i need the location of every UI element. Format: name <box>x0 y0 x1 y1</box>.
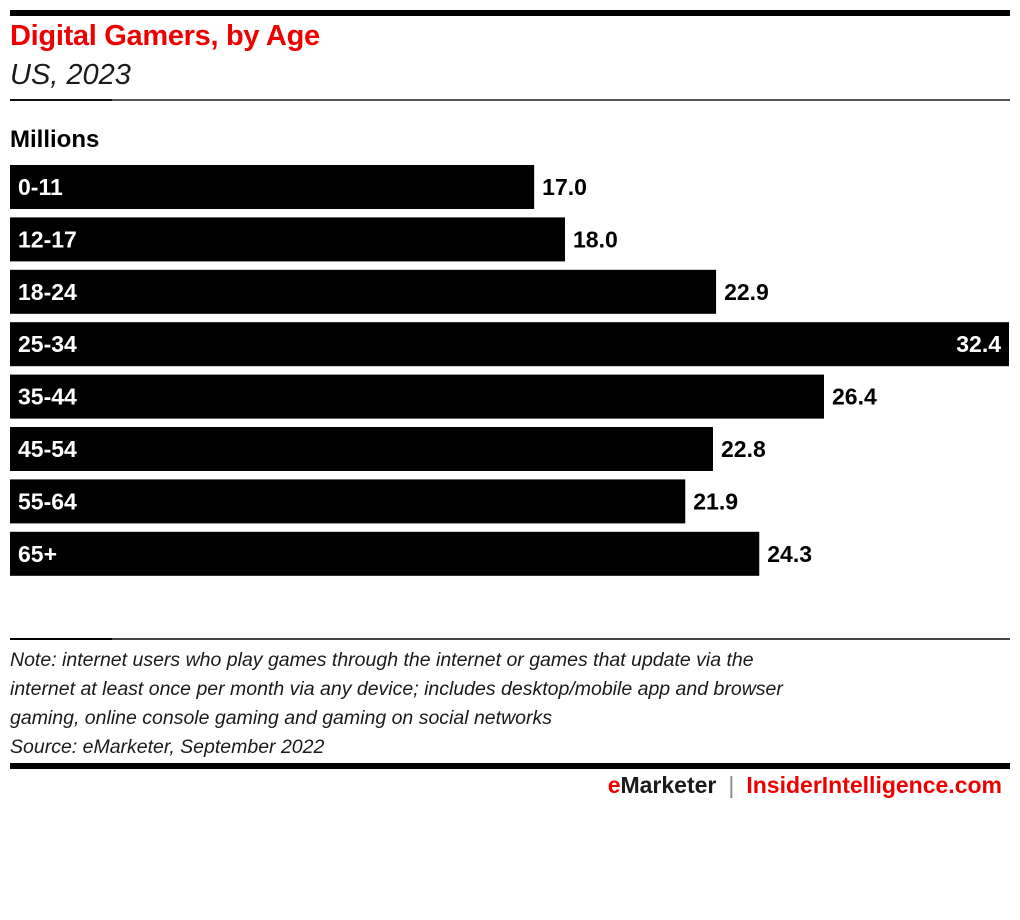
bar-group: 45-54 22.8 <box>10 427 766 471</box>
brand-logo-e: e <box>607 772 621 798</box>
category-label: 0-11 <box>18 174 63 200</box>
source-line: Source: eMarketer, September 2022 <box>10 736 325 758</box>
notes: Note: internet users who play games thro… <box>10 646 1010 762</box>
bar <box>10 427 713 471</box>
bar-group: 0-11 17.0 <box>10 165 587 209</box>
value-label: 21.9 <box>693 488 738 514</box>
value-label: 32.4 <box>956 331 1001 357</box>
footer-separator: | <box>728 772 735 798</box>
category-label: 35-44 <box>18 384 77 410</box>
value-label: 24.3 <box>767 541 812 567</box>
bar <box>10 531 760 576</box>
bar <box>10 479 686 524</box>
top-rule <box>10 10 1010 16</box>
chart-subtitle: US, 2023 <box>10 59 131 91</box>
bar <box>10 217 565 262</box>
bar <box>10 269 717 314</box>
header-divider <box>10 99 1010 101</box>
bar <box>10 165 535 209</box>
bar-group: 55-64 21.9 <box>10 479 738 524</box>
notes-divider <box>10 638 1010 640</box>
bar-group: 12-17 18.0 <box>10 217 618 262</box>
unit-label: Millions <box>10 126 100 153</box>
bar <box>10 374 824 419</box>
brand-logo-name: Marketer <box>620 772 717 798</box>
category-label: 18-24 <box>18 279 77 305</box>
bar-group: 25-34 32.4 <box>10 322 1009 367</box>
value-label: 17.0 <box>542 174 587 200</box>
category-label: 55-64 <box>18 488 77 514</box>
bar-group: 65+ 24.3 <box>10 531 812 576</box>
bar-chart: 0-11 17.0 12-17 18.0 18-24 22.9 25-34 32.4 35-44… <box>10 165 1009 576</box>
category-label: 25-34 <box>18 331 77 357</box>
category-label: 45-54 <box>18 436 77 462</box>
bar <box>10 322 1009 367</box>
category-label: 65+ <box>18 541 57 567</box>
bar-group: 35-44 26.4 <box>10 374 877 419</box>
value-label: 22.9 <box>724 279 769 305</box>
bar-group: 18-24 22.9 <box>10 269 769 314</box>
value-label: 22.8 <box>721 436 766 462</box>
note-line: gaming, online console gaming and gaming… <box>10 707 552 729</box>
chart-title: Digital Gamers, by Age <box>10 20 320 52</box>
footer-site-link[interactable]: InsiderIntelligence.com <box>746 772 1002 798</box>
value-label: 26.4 <box>832 384 877 410</box>
note-line: Note: internet users who play games thro… <box>10 649 754 671</box>
category-label: 12-17 <box>18 226 77 252</box>
bottom-rule <box>10 763 1010 769</box>
note-line: internet at least once per month via any… <box>10 678 783 700</box>
footer: eMarketer | InsiderIntelligence.com <box>608 772 1002 799</box>
value-label: 18.0 <box>573 226 618 252</box>
